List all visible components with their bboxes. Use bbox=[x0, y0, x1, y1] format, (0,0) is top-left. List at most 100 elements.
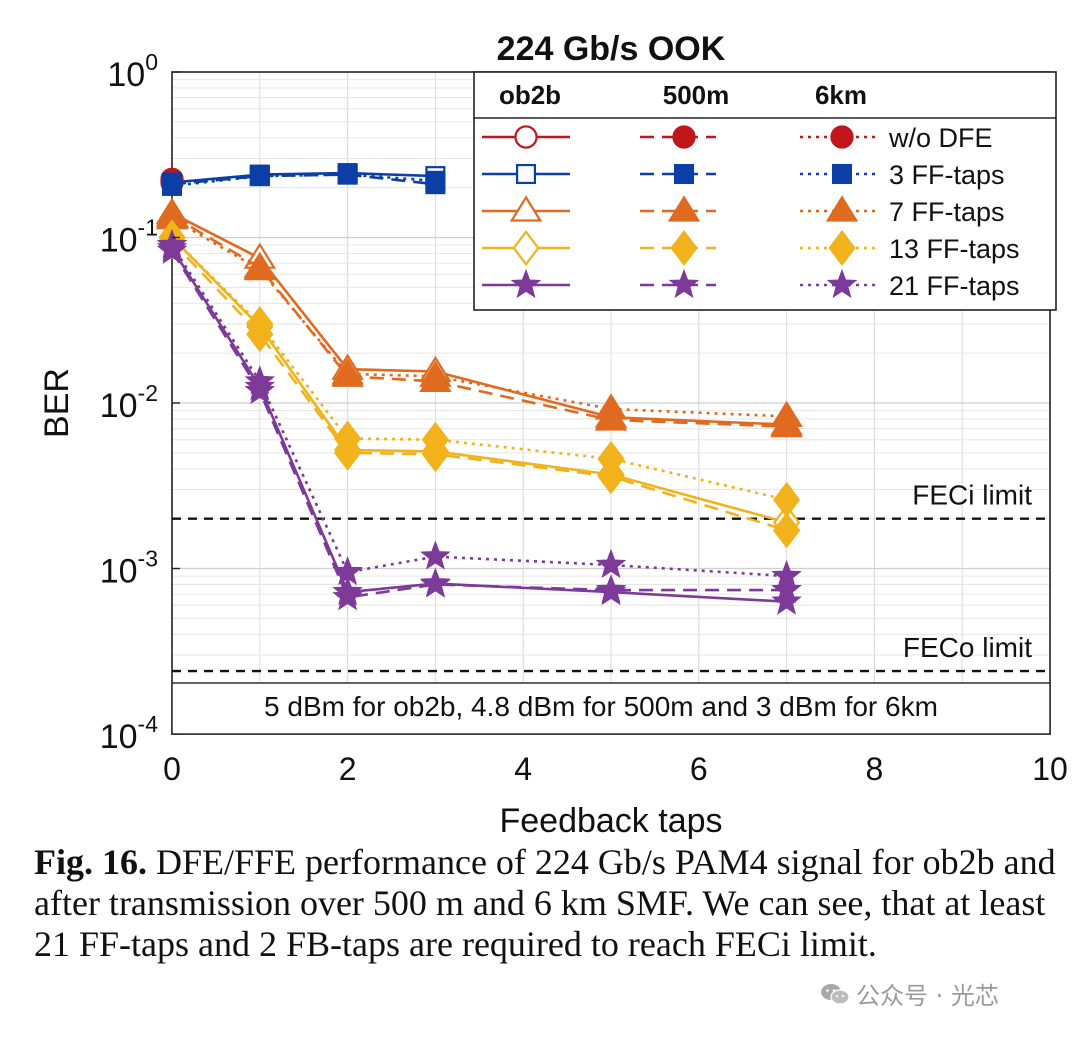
annotation-box bbox=[171, 682, 1051, 735]
data-point bbox=[772, 481, 801, 518]
data-point bbox=[771, 574, 802, 604]
data-point bbox=[337, 164, 358, 185]
data-point bbox=[594, 393, 628, 420]
data-point bbox=[673, 163, 695, 185]
y-tick-label: 100 bbox=[107, 49, 158, 94]
x-tick-label: 6 bbox=[690, 751, 708, 787]
series-line bbox=[171, 217, 787, 418]
legend-box bbox=[473, 71, 1057, 311]
data-point bbox=[420, 568, 451, 598]
reference-line-label: FECo limit bbox=[903, 632, 1032, 663]
series-21-ff-taps-6km bbox=[156, 228, 802, 590]
legend-row: 3 FF-taps bbox=[482, 160, 1005, 190]
annotation-text: 5 dBm for ob2b, 4.8 dBm for 500m and 3 d… bbox=[264, 691, 938, 722]
data-point bbox=[828, 230, 856, 266]
data-point bbox=[243, 253, 277, 281]
series-3-ff-taps-6km bbox=[161, 164, 446, 196]
x-axis-label: Feedback taps bbox=[499, 802, 722, 840]
chart-title: 224 Gb/s OOK bbox=[497, 30, 726, 68]
data-point bbox=[156, 228, 188, 259]
series-line bbox=[170, 247, 787, 603]
reference-lines: FECi limit FECo limit bbox=[172, 480, 1050, 673]
y-tick-label: 10-1 bbox=[100, 215, 158, 260]
legend-row: 7 FF-taps bbox=[482, 195, 1005, 227]
watermark-text: 公众号 · 光芯 bbox=[856, 982, 999, 1010]
y-axis-label: BER bbox=[38, 368, 76, 438]
data-point bbox=[161, 175, 183, 196]
data-point bbox=[332, 555, 363, 586]
legend: ob2b 500m 6km w/o DFE 3 FF-taps 7 FF-taps 1… bbox=[473, 71, 1057, 311]
wechat-icon bbox=[821, 983, 850, 1005]
data-point bbox=[670, 230, 698, 266]
data-point bbox=[420, 540, 451, 570]
legend-label: 21 FF-taps bbox=[889, 271, 1020, 301]
data-point bbox=[514, 125, 538, 149]
figure-caption: Fig. 16. DFE/FFE performance of 224 Gb/s… bbox=[34, 842, 1074, 965]
data-point bbox=[419, 360, 452, 387]
series-line bbox=[171, 236, 787, 524]
data-point bbox=[825, 195, 859, 222]
legend-header-500m: 500m bbox=[663, 80, 730, 110]
series-line bbox=[171, 240, 787, 532]
data-point bbox=[244, 375, 276, 405]
watermark: 公众号 · 光芯 bbox=[820, 976, 999, 1011]
data-point bbox=[830, 125, 854, 149]
y-tick-label: 10-3 bbox=[100, 546, 158, 591]
series-line bbox=[171, 214, 787, 428]
axes: 0 2 4 6 8 10 100 10-1 10-2 10-3 10-4 bbox=[100, 49, 1068, 787]
data-point bbox=[331, 358, 364, 385]
x-tick-label: 0 bbox=[163, 751, 181, 787]
data-series bbox=[155, 163, 803, 615]
data-point bbox=[332, 581, 363, 611]
data-point bbox=[249, 166, 270, 187]
data-point bbox=[772, 512, 801, 549]
series-line bbox=[171, 173, 436, 186]
data-point bbox=[421, 421, 450, 458]
series-7-ff-taps-6km bbox=[155, 202, 803, 428]
data-point bbox=[595, 548, 627, 579]
data-point bbox=[667, 195, 701, 222]
legend-row: 21 FF-taps bbox=[482, 268, 1020, 301]
data-point bbox=[831, 163, 853, 185]
data-point bbox=[672, 125, 696, 149]
series-line bbox=[171, 171, 436, 184]
legend-row: 13 FF-taps bbox=[482, 230, 1020, 266]
legend-label: 7 FF-taps bbox=[889, 197, 1005, 227]
caption-label: Fig. 16. bbox=[34, 842, 147, 882]
data-point bbox=[771, 585, 802, 615]
data-point bbox=[509, 195, 543, 222]
data-point bbox=[771, 559, 802, 590]
x-tick-label: 8 bbox=[866, 751, 884, 787]
legend-row: w/o DFE bbox=[482, 123, 993, 153]
data-point bbox=[595, 574, 627, 604]
data-point bbox=[512, 230, 540, 266]
data-point bbox=[246, 306, 274, 343]
data-point bbox=[510, 268, 542, 299]
data-point bbox=[826, 268, 858, 299]
legend-rows: w/o DFE 3 FF-taps 7 FF-taps 13 FF-taps 21 FF… bbox=[482, 123, 1020, 301]
legend-label: 13 FF-taps bbox=[889, 234, 1020, 264]
data-point bbox=[515, 163, 537, 185]
data-point bbox=[597, 440, 625, 477]
data-point bbox=[244, 365, 276, 395]
caption-text: DFE/FFE performance of 224 Gb/s PAM4 sig… bbox=[34, 842, 1056, 964]
series-line bbox=[170, 244, 787, 578]
x-tick-label: 10 bbox=[1032, 751, 1068, 787]
legend-label: 3 FF-taps bbox=[889, 160, 1005, 190]
series-line bbox=[170, 250, 787, 599]
data-point bbox=[333, 420, 362, 457]
x-tick-label: 4 bbox=[514, 751, 532, 787]
series-line bbox=[171, 212, 787, 426]
legend-header-6km: 6km bbox=[815, 80, 867, 110]
legend-header-ob2b: ob2b bbox=[499, 80, 561, 110]
data-point bbox=[668, 268, 700, 299]
x-tick-label: 2 bbox=[339, 751, 357, 787]
y-tick-label: 10-4 bbox=[100, 711, 158, 756]
data-point bbox=[770, 400, 803, 428]
legend-label: w/o DFE bbox=[888, 123, 993, 153]
data-point bbox=[425, 170, 446, 191]
y-tick-label: 10-2 bbox=[100, 380, 158, 425]
series-line bbox=[171, 236, 787, 502]
reference-line-label: FECi limit bbox=[912, 480, 1032, 511]
